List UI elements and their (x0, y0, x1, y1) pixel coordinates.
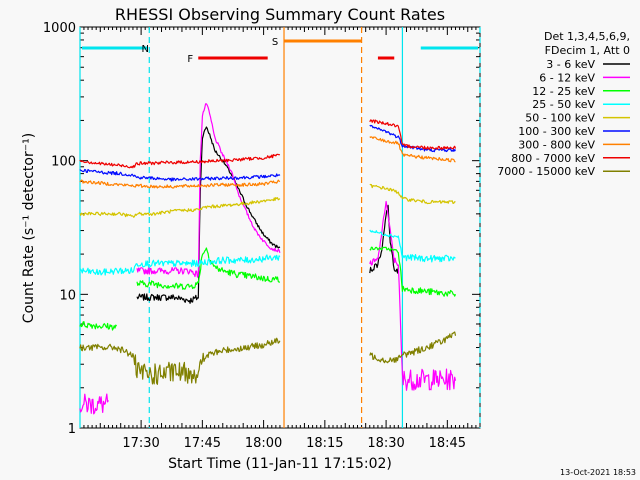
legend-label: 7000 - 15000 keV (497, 165, 595, 178)
y-tick-label: 10 (59, 288, 76, 303)
y-tick-label: 100 (51, 155, 76, 170)
x-tick-label: 18:00 (245, 436, 282, 451)
series-line (369, 331, 457, 364)
legend-label: 300 - 800 keV (518, 138, 595, 151)
legend-label: 12 - 25 keV (532, 85, 595, 98)
x-tick-label: 18:30 (367, 436, 404, 451)
series-line (136, 247, 280, 290)
series-line (136, 126, 281, 304)
series-line (369, 183, 456, 205)
legend-label: 25 - 50 keV (532, 98, 595, 111)
y-axis-label: Count Rate (s⁻¹ detector⁻¹) (21, 133, 37, 323)
timestamp: 13-Oct-2021 18:53 (560, 468, 636, 477)
series-line (369, 204, 399, 274)
x-axis-label: Start Time (11-Jan-11 17:15:02) (168, 456, 392, 472)
series-line (79, 168, 281, 182)
x-tick-label: 18:45 (429, 436, 466, 451)
series-line (79, 321, 118, 331)
series-line (79, 197, 281, 218)
series-line (79, 254, 281, 276)
plot-area: 1 10 100 1000 17:30 17:45 18:00 18:15 18:30 18:45… (43, 21, 481, 451)
series-line (136, 103, 281, 278)
legend-label: 3 - 6 keV (546, 58, 595, 71)
series-line (79, 337, 281, 385)
legend: Det 1,3,4,5,6,9,FDecim 1, Att 03 - 6 keV… (497, 30, 630, 178)
night-label: N (142, 44, 149, 55)
legend-label: 800 - 7000 keV (511, 152, 595, 165)
legend-label: 6 - 12 keV (539, 71, 595, 84)
x-tick-label: 18:15 (306, 436, 343, 451)
series-line (369, 200, 457, 391)
series-line (369, 119, 457, 150)
flare-label: F (187, 54, 193, 65)
x-tick-label: 17:30 (122, 436, 159, 451)
legend-label: 100 - 300 keV (518, 125, 595, 138)
series-line (79, 393, 109, 415)
legend-label: 50 - 100 keV (525, 112, 595, 125)
y-tick-label: 1 (68, 422, 76, 437)
series-line (369, 246, 457, 297)
series-line (369, 136, 456, 163)
series-line (79, 179, 281, 189)
series-line (369, 229, 456, 263)
y-tick-label: 1000 (43, 21, 76, 36)
legend-header: Det 1,3,4,5,6,9, (544, 30, 630, 43)
chart-title: RHESSI Observing Summary Count Rates (115, 5, 445, 24)
legend-header: FDecim 1, Att 0 (545, 44, 630, 57)
series-line (79, 153, 281, 169)
saa-label: S (272, 37, 278, 48)
x-tick-label: 17:45 (184, 436, 221, 451)
